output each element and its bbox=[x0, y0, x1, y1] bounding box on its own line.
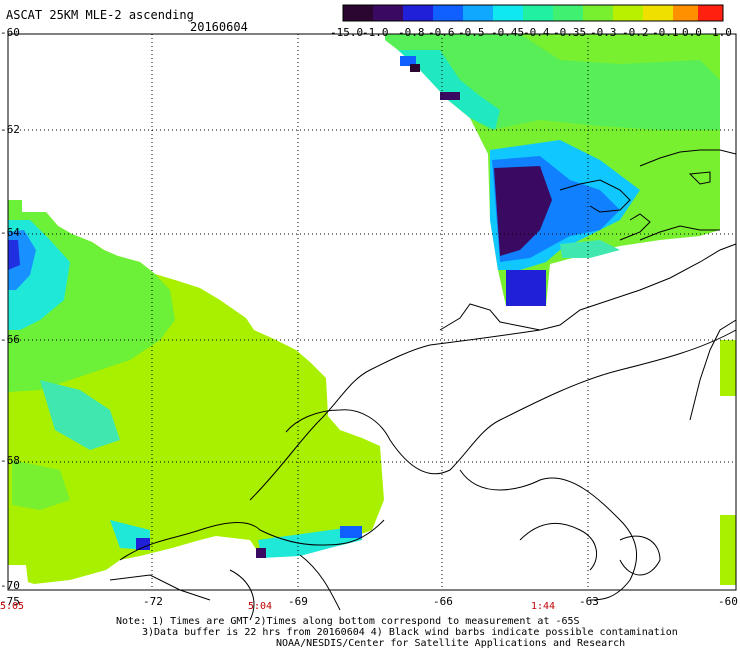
colorbar bbox=[342, 4, 724, 22]
colorbar-swatch bbox=[343, 5, 373, 21]
colorbar-swatch bbox=[523, 5, 553, 21]
lon-label: -63 bbox=[579, 595, 599, 608]
colorbar-swatch bbox=[373, 5, 403, 21]
colorbar-swatch bbox=[403, 5, 433, 21]
gmt-time-label: 5:04 bbox=[248, 601, 273, 612]
colorbar-swatch bbox=[553, 5, 583, 21]
colorbar-swatch bbox=[583, 5, 613, 21]
colorbar-label: -15.0 bbox=[330, 26, 364, 39]
gmt-time-label: 5:05 bbox=[0, 601, 25, 612]
footnote-credit: NOAA/NESDIS/Center for Satellite Applica… bbox=[276, 638, 626, 649]
colorbar-label: -0.5 bbox=[458, 26, 485, 39]
footnote-line-1: Note: 1) Times are GMT 2)Times along bot… bbox=[116, 616, 580, 627]
colorbar-label: -0.4 bbox=[523, 26, 550, 39]
colorbar-label: -0.35 bbox=[553, 26, 587, 39]
colorbar-label: -0.2 bbox=[622, 26, 649, 39]
lon-label: -60 bbox=[718, 595, 738, 608]
colorbar-swatch bbox=[673, 5, 698, 21]
colorbar-swatch bbox=[493, 5, 523, 21]
colorbar-swatch bbox=[433, 5, 463, 21]
lon-label: -72 bbox=[143, 595, 163, 608]
colorbar-label: 1.0 bbox=[712, 26, 732, 39]
lon-label: -75 bbox=[0, 595, 20, 608]
lat-label: -66 bbox=[0, 333, 20, 346]
colorbar-label: -0.6 bbox=[428, 26, 455, 39]
colorbar-swatch bbox=[463, 5, 493, 21]
map-frame bbox=[7, 33, 737, 591]
colorbar-swatch bbox=[613, 5, 643, 21]
colorbar-swatch bbox=[643, 5, 673, 21]
gmt-time-label: 1:44 bbox=[531, 601, 556, 612]
map-title: ASCAT 25KM MLE-2 ascending bbox=[6, 8, 194, 22]
lat-lon-grid bbox=[8, 34, 736, 590]
map-date: 20160604 bbox=[190, 20, 248, 34]
lat-label: -70 bbox=[0, 579, 20, 592]
left-swath bbox=[8, 200, 384, 584]
lon-label: -66 bbox=[433, 595, 453, 608]
colorbar-swatch bbox=[698, 5, 723, 21]
lon-label: -69 bbox=[288, 595, 308, 608]
colorbar-label: -0.1 bbox=[652, 26, 679, 39]
colorbar-label: -0.8 bbox=[398, 26, 425, 39]
colorbar-label: -0.3 bbox=[590, 26, 617, 39]
lat-label: -68 bbox=[0, 454, 20, 467]
colorbar-label: -1.0 bbox=[362, 26, 389, 39]
colorbar-label: -0.45 bbox=[491, 26, 525, 39]
right-swath bbox=[385, 34, 736, 585]
lat-label: -64 bbox=[0, 226, 20, 239]
colorbar-label: 0.0 bbox=[682, 26, 702, 39]
lat-label: -62 bbox=[0, 123, 20, 136]
coastlines bbox=[109, 149, 737, 621]
lat-label: -60 bbox=[0, 26, 20, 39]
footnote-line-2: 3)Data buffer is 22 hrs from 20160604 4)… bbox=[142, 627, 678, 638]
